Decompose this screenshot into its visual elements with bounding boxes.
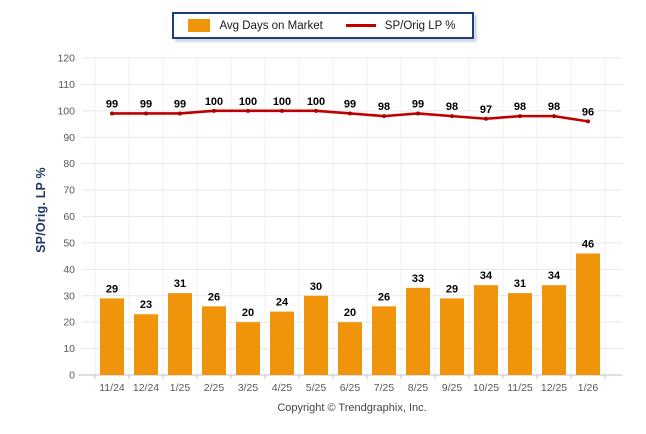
y-tick-label: 30 [63, 290, 75, 302]
x-tick-label: 1/25 [170, 382, 191, 394]
y-tick-label: 120 [57, 53, 75, 65]
bar-value-label: 29 [446, 283, 458, 295]
bar-7/25 [372, 306, 396, 375]
line-value-label: 99 [412, 98, 424, 110]
y-tick-label: 50 [63, 237, 75, 249]
bar-value-label: 34 [548, 270, 561, 282]
line-value-label: 100 [239, 96, 257, 108]
y-tick-label: 60 [63, 211, 75, 223]
line-marker [586, 119, 590, 124]
line-legend-swatch-icon [345, 24, 376, 27]
bar-1/26 [576, 253, 600, 375]
chart-legend: Avg Days on Market SP/Orig LP % [172, 12, 474, 39]
line-value-label: 100 [307, 96, 325, 108]
y-tick-label: 40 [63, 264, 75, 276]
x-tick-label: 11/25 [507, 382, 533, 394]
bar-1/25 [168, 293, 192, 375]
bar-value-label: 33 [412, 273, 424, 285]
x-tick-label: 7/25 [374, 382, 395, 394]
x-tick-label: 12/24 [133, 382, 159, 394]
line-value-label: 99 [106, 98, 118, 110]
bar-value-label: 46 [582, 238, 594, 250]
bar-legend-label: Avg Days on Market [219, 19, 323, 32]
line-marker [110, 111, 114, 116]
copyright-text: Copyright © Trendgraphix, Inc. [277, 402, 427, 414]
bar-value-label: 20 [344, 307, 356, 319]
line-marker [144, 111, 148, 116]
bar-value-label: 26 [378, 291, 390, 303]
line-marker [246, 108, 250, 113]
bar-value-label: 29 [106, 283, 118, 295]
line-marker [178, 111, 182, 116]
y-tick-label: 70 [63, 185, 75, 197]
x-tick-label: 6/25 [340, 382, 361, 394]
line-marker [552, 114, 556, 119]
x-tick-label: 1/26 [578, 382, 599, 394]
bar-8/25 [406, 287, 430, 375]
bar-value-label: 24 [276, 297, 289, 309]
line-marker [314, 108, 318, 113]
bar-value-label: 31 [514, 278, 526, 290]
line-value-label: 98 [446, 101, 458, 113]
line-marker [280, 108, 284, 113]
bar-2/25 [202, 306, 226, 375]
line-value-label: 100 [273, 96, 291, 108]
bar-value-label: 26 [208, 291, 220, 303]
x-tick-label: 3/25 [238, 382, 259, 394]
bar-value-label: 20 [242, 307, 254, 319]
bar-9/25 [440, 298, 464, 375]
line-marker [484, 116, 488, 121]
y-tick-label: 80 [63, 158, 75, 170]
y-tick-label: 90 [63, 132, 75, 144]
x-tick-label: 9/25 [442, 382, 463, 394]
bar-value-label: 31 [174, 278, 186, 290]
y-tick-label: 100 [57, 105, 75, 117]
bar-4/25 [270, 311, 294, 375]
line-value-label: 96 [582, 106, 594, 118]
line-marker [382, 114, 386, 119]
bar-value-label: 23 [140, 299, 152, 311]
bar-10/25 [474, 285, 498, 375]
bar-legend-swatch-icon [188, 19, 211, 32]
x-tick-label: 2/25 [204, 382, 225, 394]
bar-3/25 [236, 322, 260, 375]
bar-6/25 [338, 322, 362, 375]
y-tick-label: 20 [63, 317, 75, 329]
bar-12/24 [134, 314, 158, 375]
x-tick-label: 8/25 [408, 382, 429, 394]
bar-value-label: 30 [310, 281, 322, 293]
line-value-label: 99 [174, 98, 186, 110]
line-value-label: 98 [548, 101, 560, 113]
y-tick-label: 10 [63, 343, 75, 355]
bar-12/25 [542, 285, 566, 375]
line-value-label: 98 [378, 101, 390, 113]
line-value-label: 100 [205, 96, 223, 108]
x-tick-label: 4/25 [272, 382, 293, 394]
line-marker [416, 111, 420, 116]
x-tick-label: 11/24 [99, 382, 125, 394]
bar-11/24 [100, 298, 124, 375]
line-legend-label: SP/Orig LP % [384, 19, 456, 32]
line-value-label: 97 [480, 104, 492, 116]
line-value-label: 99 [344, 98, 356, 110]
y-tick-label: 0 [69, 370, 75, 382]
line-value-label: 98 [514, 101, 526, 113]
line-value-label: 99 [140, 98, 152, 110]
x-tick-label: 10/25 [473, 382, 499, 394]
x-tick-label: 5/25 [306, 382, 327, 394]
bar-11/25 [508, 293, 532, 375]
x-tick-label: 12/25 [541, 382, 567, 394]
line-marker [212, 108, 216, 113]
bar-value-label: 34 [480, 270, 493, 282]
bar-5/25 [304, 295, 328, 375]
line-marker [348, 111, 352, 116]
y-tick-label: 110 [58, 79, 75, 91]
line-marker [518, 114, 522, 119]
line-marker [450, 114, 454, 119]
